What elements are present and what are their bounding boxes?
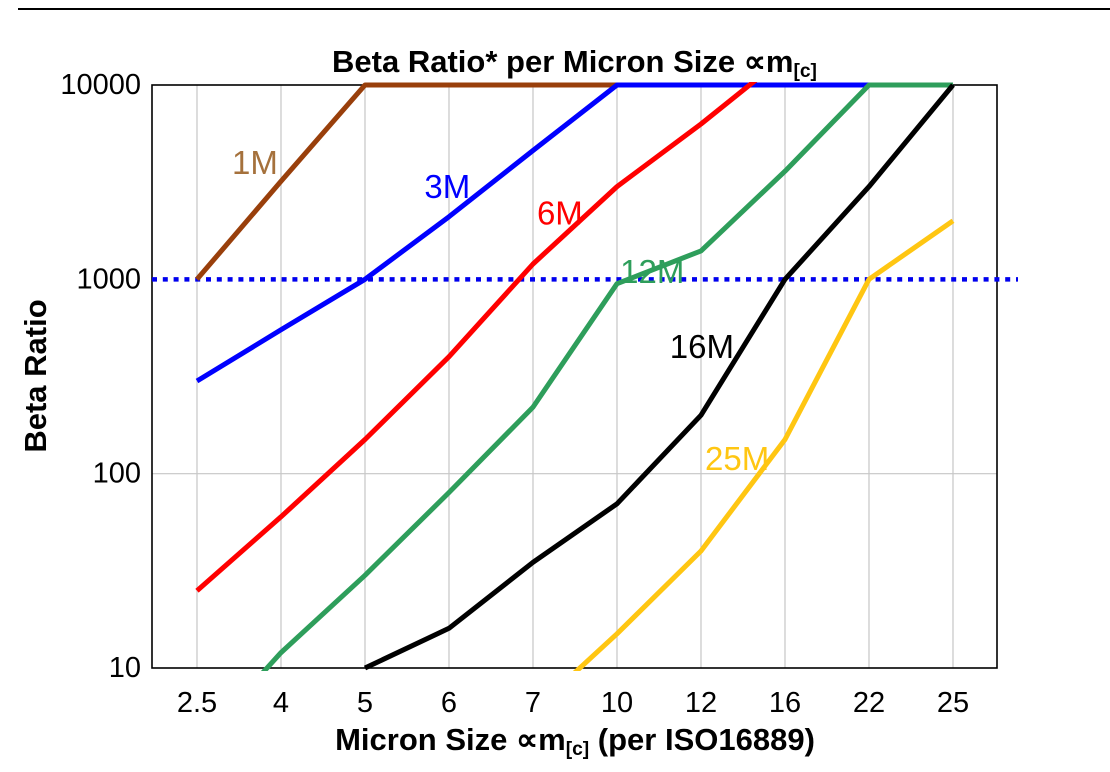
x-axis-title: Micron Size ∝m[c] (per ISO16889) <box>130 722 1020 761</box>
y-tick-label: 100 <box>93 458 141 490</box>
x-tick-label: 16 <box>769 687 801 719</box>
x-tick-label: 12 <box>685 687 717 719</box>
plot-frame <box>151 84 998 669</box>
x-axis-title-suffix: (per ISO16889) <box>589 722 815 757</box>
y-tick-label: 10 <box>109 652 141 684</box>
page-top-border <box>18 8 1110 10</box>
x-axis-title-subscript: [c] <box>565 738 590 760</box>
series-label-6M: 6M <box>537 194 583 231</box>
series-label-16M: 16M <box>670 328 734 365</box>
x-tick-label: 2.5 <box>177 687 217 719</box>
chart-title: Beta Ratio* per Micron Size ∝m[c] <box>152 44 997 83</box>
x-tick-label: 6 <box>441 687 457 719</box>
x-tick-label: 22 <box>853 687 885 719</box>
x-tick-label: 7 <box>525 687 541 719</box>
x-tick-label: 10 <box>601 687 633 719</box>
y-tick-label: 10000 <box>60 69 141 101</box>
series-label-1M: 1M <box>232 144 278 181</box>
x-tick-label: 4 <box>273 687 289 719</box>
series-line-12M <box>260 82 953 671</box>
series-line-16M <box>363 83 955 671</box>
chart-title-subscript: [c] <box>793 60 817 82</box>
series-line-3M <box>195 82 869 384</box>
x-tick-label: 5 <box>357 687 373 719</box>
x-axis-title-text: Micron Size ∝m <box>335 722 566 757</box>
x-tick-label: 25 <box>937 687 969 719</box>
series-label-3M: 3M <box>424 168 470 205</box>
series-line-6M <box>195 82 758 593</box>
series-line-1M <box>195 82 617 281</box>
y-tick-label: 1000 <box>76 263 141 295</box>
series-label-12M: 12M <box>620 253 684 290</box>
series-line-25M <box>572 218 955 671</box>
chart-title-text: Beta Ratio* per Micron Size ∝m <box>332 44 794 79</box>
series-label-25M: 25M <box>705 440 769 477</box>
